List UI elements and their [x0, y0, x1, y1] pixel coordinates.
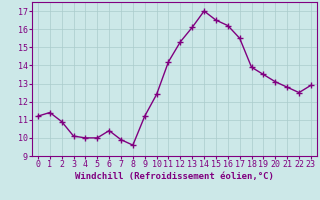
X-axis label: Windchill (Refroidissement éolien,°C): Windchill (Refroidissement éolien,°C): [75, 172, 274, 181]
